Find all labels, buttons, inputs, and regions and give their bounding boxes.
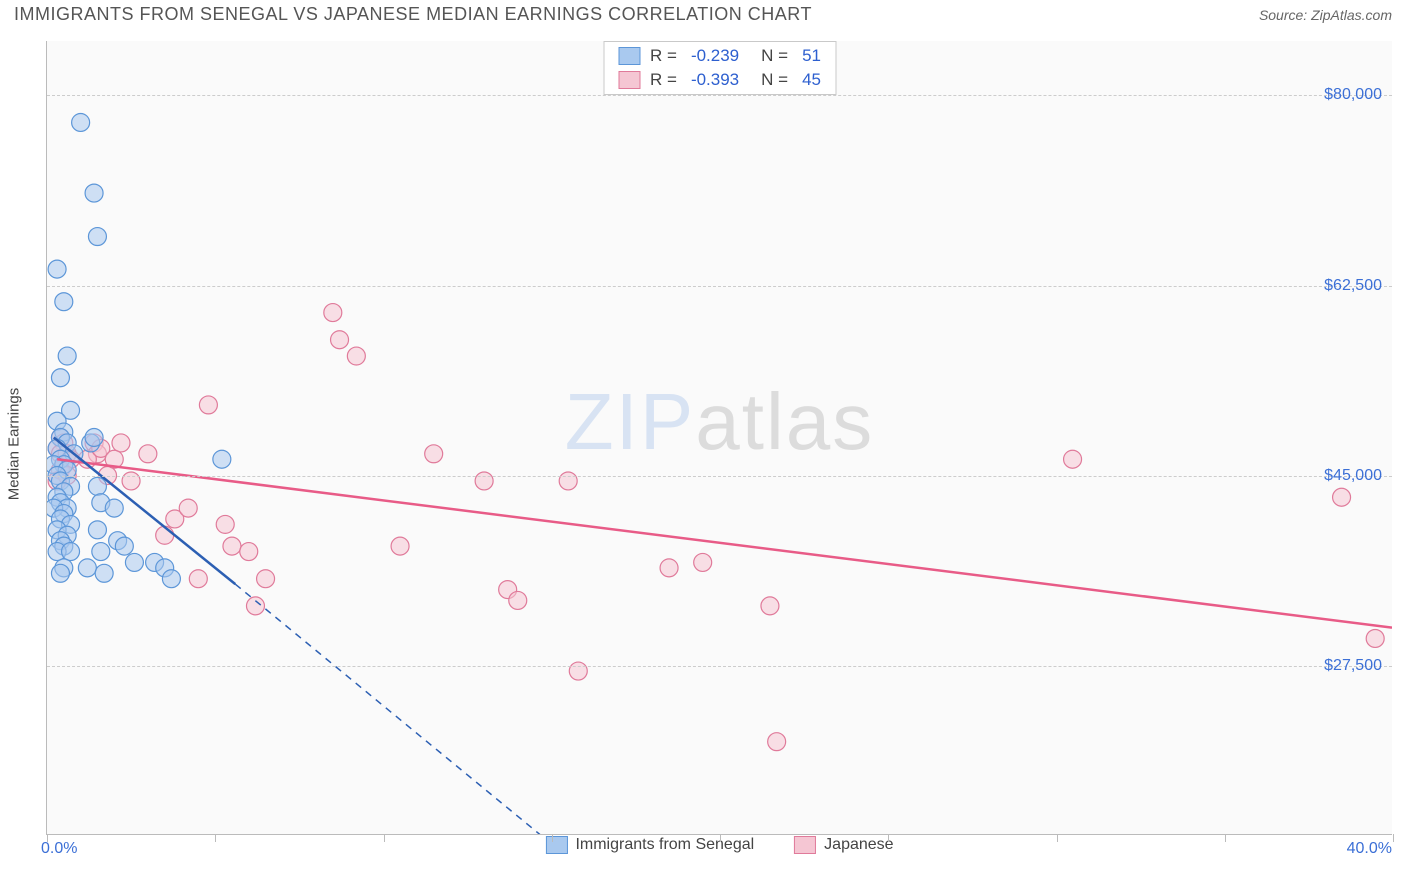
legend-item-a: Immigrants from Senegal [545,836,754,854]
data-point [62,543,80,561]
x-tick-label-min: 0.0% [41,840,77,858]
gridline [47,476,1392,477]
data-point [95,564,113,582]
data-point [223,537,241,555]
stat-r-label: R = [650,46,677,66]
y-tick-label: $62,500 [1324,277,1382,295]
chart-svg [47,41,1392,834]
gridline [47,95,1392,96]
stat-n-label: N = [761,70,788,90]
legend-label-a: Immigrants from Senegal [575,836,754,854]
legend-item-b: Japanese [794,836,893,854]
x-tick [215,834,216,842]
data-point [51,564,69,582]
gridline [47,666,1392,667]
x-tick [1057,834,1058,842]
data-point [324,304,342,322]
data-point [78,559,96,577]
data-point [216,515,234,533]
data-point [213,450,231,468]
data-point [1366,629,1384,647]
source-label: Source: [1259,7,1307,23]
data-point [1064,450,1082,468]
data-point [55,293,73,311]
stats-box: R = -0.239 N = 51 R = -0.393 N = 45 [603,41,836,95]
stat-n-a: 51 [802,46,821,66]
data-point [88,228,106,246]
x-tick [1393,834,1394,842]
swatch-series-a [618,47,640,65]
y-tick-label: $45,000 [1324,467,1382,485]
data-point [115,537,133,555]
data-point [72,113,90,131]
x-tick [888,834,889,842]
stats-row-b: R = -0.393 N = 45 [604,68,835,92]
chart-container: Median Earnings ZIPatlas R = -0.239 N = … [0,29,1406,859]
data-point [85,184,103,202]
stat-n-label: N = [761,46,788,66]
y-axis-title: Median Earnings [6,388,23,501]
plot-area: ZIPatlas R = -0.239 N = 51 R = -0.393 N … [46,41,1392,835]
data-point [179,499,197,517]
data-point [48,260,66,278]
swatch-series-b [618,71,640,89]
data-point [88,477,106,495]
stat-n-b: 45 [802,70,821,90]
data-point [331,331,349,349]
data-point [475,472,493,490]
data-point [88,521,106,539]
source-name: ZipAtlas.com [1311,7,1392,23]
y-tick-label: $80,000 [1324,86,1382,104]
data-point [694,553,712,571]
data-point [391,537,409,555]
data-point [347,347,365,365]
stat-r-label: R = [650,70,677,90]
data-point [761,597,779,615]
data-point [240,543,258,561]
source-credit: Source: ZipAtlas.com [1259,7,1392,23]
data-point [569,662,587,680]
y-tick-label: $27,500 [1324,657,1382,675]
data-point [156,526,174,544]
data-point [122,472,140,490]
regression-line [235,584,618,834]
data-point [112,434,130,452]
gridline [47,286,1392,287]
data-point [85,429,103,447]
legend-label-b: Japanese [824,836,893,854]
title-bar: IMMIGRANTS FROM SENEGAL VS JAPANESE MEDI… [0,0,1406,29]
data-point [257,570,275,588]
data-point [559,472,577,490]
data-point [51,369,69,387]
data-point [162,570,180,588]
swatch-legend-a [545,836,567,854]
data-point [58,347,76,365]
data-point [660,559,678,577]
stats-row-a: R = -0.239 N = 51 [604,44,835,68]
data-point [92,543,110,561]
data-point [246,597,264,615]
chart-title: IMMIGRANTS FROM SENEGAL VS JAPANESE MEDI… [14,4,812,25]
stat-r-b: -0.393 [691,70,739,90]
data-point [125,553,143,571]
x-tick [1225,834,1226,842]
x-tick [384,834,385,842]
data-point [139,445,157,463]
data-point [509,591,527,609]
data-point [199,396,217,414]
data-point [189,570,207,588]
stat-r-a: -0.239 [691,46,739,66]
data-point [1333,488,1351,506]
x-tick [720,834,721,842]
swatch-legend-b [794,836,816,854]
x-tick-label-max: 40.0% [1347,840,1392,858]
x-tick [552,834,553,842]
data-point [425,445,443,463]
data-point [768,733,786,751]
data-point [105,499,123,517]
